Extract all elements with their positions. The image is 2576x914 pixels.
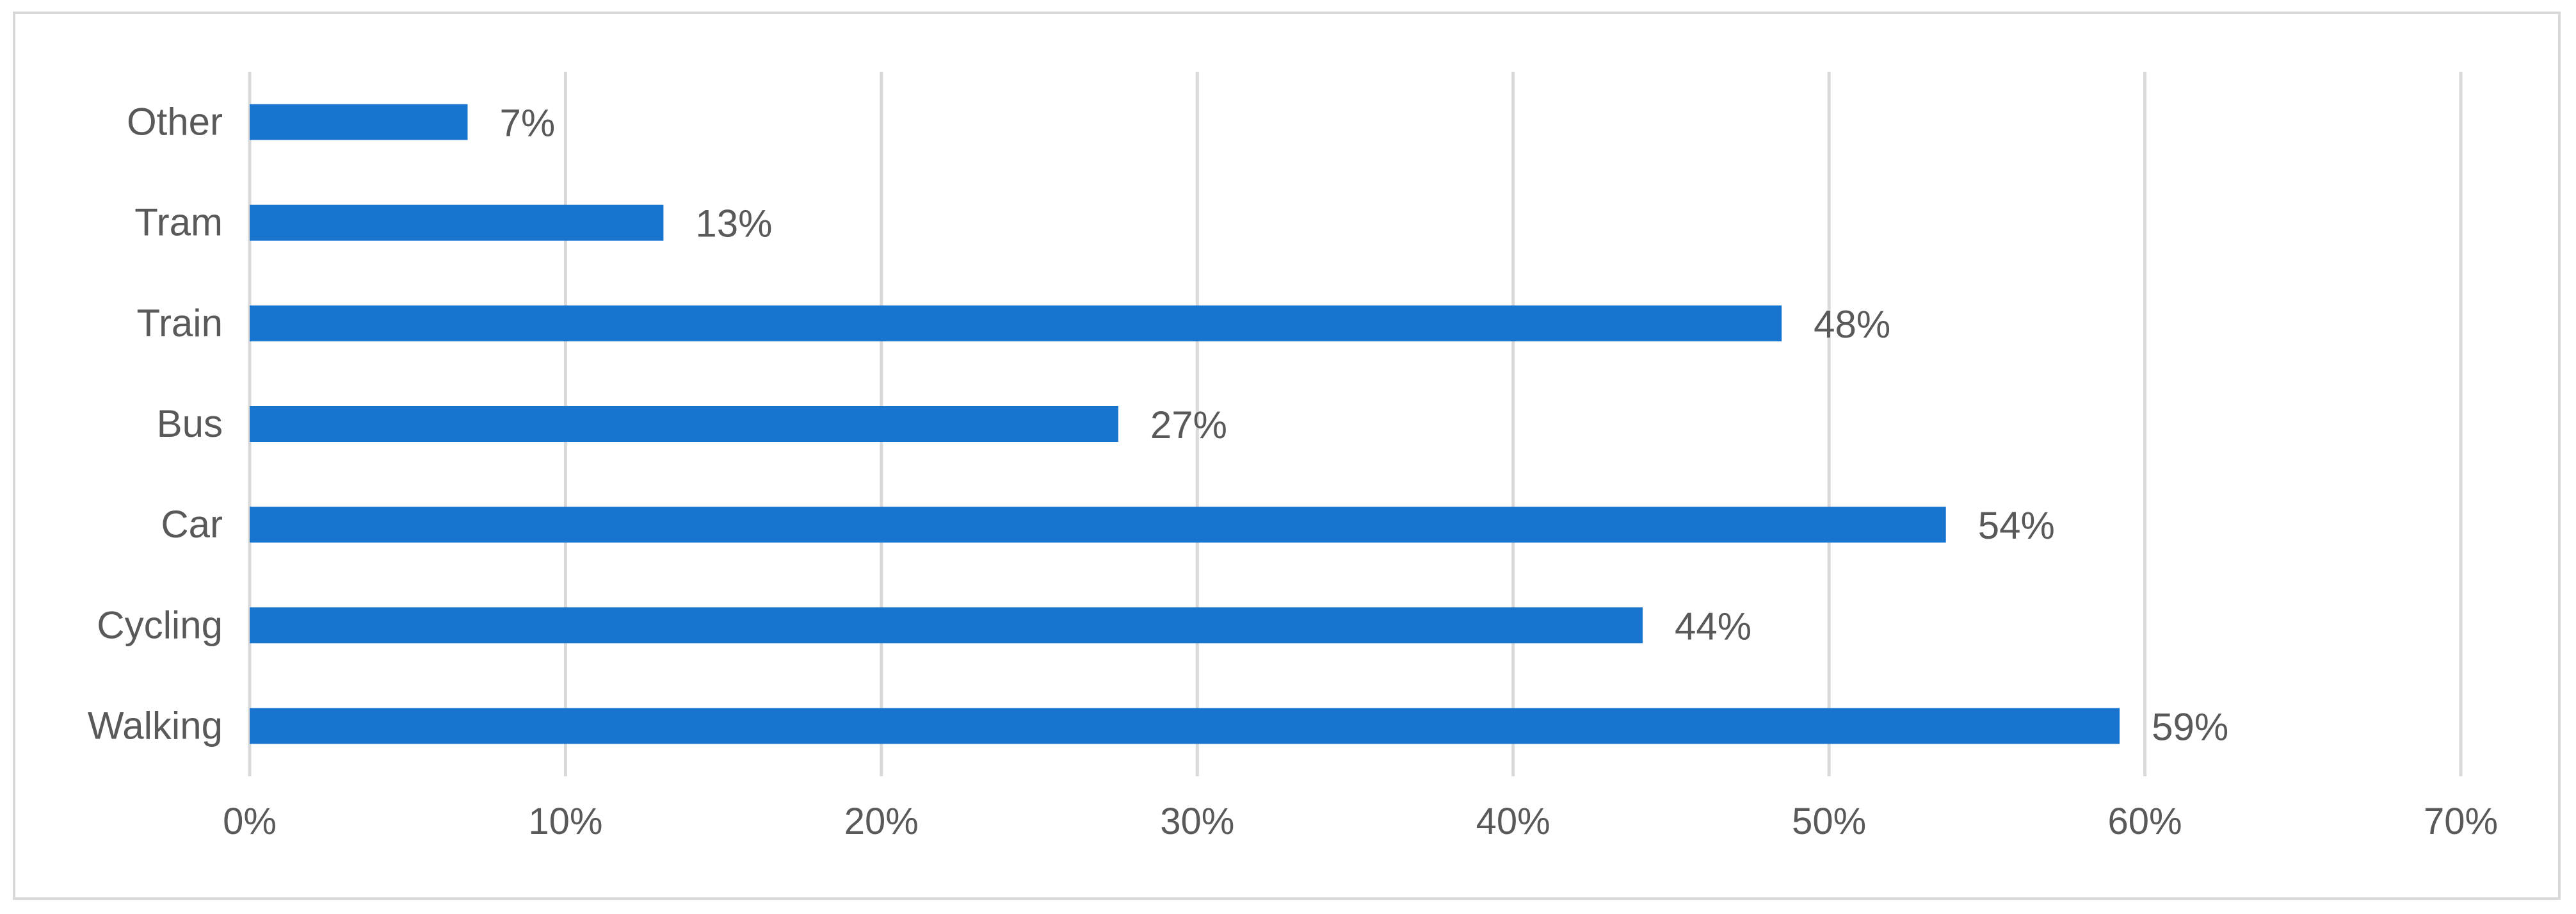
bar-bus <box>250 406 1118 442</box>
category-label-train: Train <box>137 302 223 345</box>
bar-walking <box>250 708 2120 744</box>
category-label-tram: Tram <box>134 201 223 244</box>
data-label-tram: 13% <box>695 202 772 245</box>
x-axis-tick-labels: 0% 10% 20% 30% 40% 50% 60% 70% <box>223 801 2498 842</box>
bar-other <box>250 104 468 140</box>
category-label-car: Car <box>161 503 223 546</box>
category-label-cycling: Cycling <box>97 603 223 646</box>
bar-cycling <box>250 607 1643 644</box>
category-label-bus: Bus <box>157 402 223 445</box>
data-label-cycling: 44% <box>1675 605 1751 648</box>
category-label-other: Other <box>127 101 223 143</box>
x-tick-label: 30% <box>1160 801 1234 842</box>
bar-train <box>250 305 1782 341</box>
bar-tram <box>250 204 664 241</box>
category-labels: Other Tram Train Bus Car Cycling Walking <box>88 101 223 747</box>
category-label-walking: Walking <box>88 704 223 747</box>
chart-frame: 7% 13% 48% 27% 54% 44% 59% Other Tram Train Bus Ca… <box>13 12 2561 900</box>
data-label-bus: 27% <box>1150 404 1227 446</box>
x-tick-label: 10% <box>528 801 602 842</box>
data-label-walking: 59% <box>2152 705 2228 748</box>
x-tick-label: 70% <box>2424 801 2498 842</box>
x-tick-label: 20% <box>844 801 919 842</box>
x-tick-label: 50% <box>1792 801 1866 842</box>
data-label-other: 7% <box>499 102 555 145</box>
data-label-train: 48% <box>1814 303 1890 346</box>
x-tick-label: 0% <box>223 801 277 842</box>
bar-chart: 7% 13% 48% 27% 54% 44% 59% Other Tram Train Bus Ca… <box>88 72 2498 842</box>
bar-car <box>250 507 1946 543</box>
x-tick-label: 40% <box>1476 801 1550 842</box>
data-labels: 7% 13% 48% 27% 54% 44% 59% <box>499 102 2228 749</box>
x-tick-label: 60% <box>2108 801 2182 842</box>
data-label-car: 54% <box>1978 504 2055 547</box>
bars <box>250 104 2120 744</box>
